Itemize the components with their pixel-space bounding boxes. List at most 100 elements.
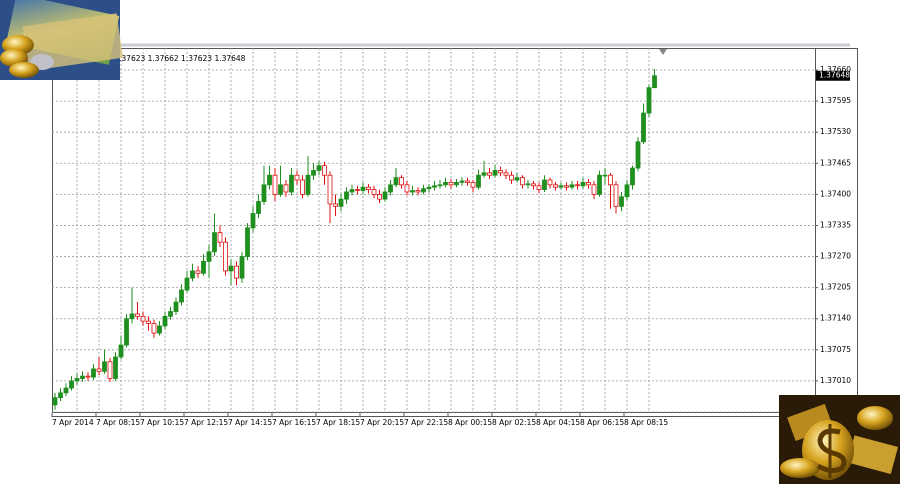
- candle-body: [190, 270, 195, 279]
- candle-body: [410, 190, 415, 193]
- plot-frame: [52, 48, 858, 413]
- candle-body: [322, 165, 327, 176]
- y-tick-label: 1.37530: [820, 127, 851, 136]
- candle-body: [360, 186, 366, 191]
- candle-body: [338, 198, 344, 207]
- candle-body: [652, 75, 657, 89]
- candle-body: [459, 180, 465, 183]
- candle-body: [619, 196, 624, 207]
- candle-body: [272, 174, 278, 195]
- current-price-label: 1.37648: [819, 71, 850, 80]
- candle-body: [635, 141, 641, 169]
- candle-body: [69, 380, 74, 389]
- candle-body: [415, 190, 421, 193]
- candle-body: [316, 165, 322, 171]
- candle-body: [228, 265, 234, 272]
- x-tick-label: 7 Apr 20:15: [360, 418, 404, 427]
- x-tick-label: 7 Apr 10:15: [140, 418, 184, 427]
- candle-body: [140, 315, 146, 322]
- candle-body: [399, 177, 404, 186]
- candle-body: [382, 191, 388, 200]
- candle-body: [597, 174, 602, 195]
- candle-body: [344, 191, 349, 200]
- candle-body: [531, 183, 536, 187]
- candle-body: [536, 185, 542, 190]
- x-tick-label: 8 Apr 08:15: [624, 418, 668, 427]
- candle-body: [470, 182, 476, 188]
- plot: 1.369451.370101.370751.371401.372051.372…: [51, 48, 851, 427]
- candle-body: [195, 270, 201, 274]
- candle-body: [239, 256, 245, 279]
- candle-body: [261, 184, 267, 202]
- candle-body: [388, 184, 393, 193]
- candle-body: [613, 184, 619, 207]
- y-tick-label: 1.37010: [820, 376, 851, 385]
- candle-body: [564, 185, 569, 188]
- candle-body: [333, 203, 338, 207]
- candle-body: [201, 260, 206, 274]
- candle-body: [624, 184, 630, 198]
- candle-body: [278, 184, 283, 195]
- candle-body: [311, 170, 316, 176]
- candle-body: [377, 193, 382, 200]
- y-tick-label: 1.37140: [820, 314, 851, 323]
- candle-body: [179, 289, 184, 303]
- candle-body: [602, 174, 608, 177]
- candle-body: [157, 325, 162, 334]
- candle-body: [487, 172, 492, 176]
- candle-body: [509, 174, 514, 181]
- candle-body: [465, 180, 470, 183]
- y-tick-label: 1.37075: [820, 345, 851, 354]
- candle-body: [305, 174, 311, 195]
- candle-body: [366, 186, 371, 190]
- x-tick-label: 7 Apr 12:15: [184, 418, 228, 427]
- logo-bottom-right: [779, 395, 900, 484]
- candle-body: [608, 174, 613, 186]
- candle-body: [591, 184, 597, 195]
- candle-body: [432, 185, 437, 188]
- candle-body: [553, 184, 558, 188]
- chart-title: EURUSD,M15 1.37623 1.37662 1.37623 1.376…: [62, 54, 246, 63]
- x-tick-label: 7 Apr 2014: [52, 418, 94, 427]
- candle-body: [437, 184, 443, 187]
- candle-body: [575, 184, 580, 187]
- current-price-box: [816, 70, 850, 81]
- candle-body: [135, 313, 140, 317]
- candle-body: [393, 177, 399, 186]
- x-tick-label: 7 Apr 22:15: [404, 418, 448, 427]
- candle-body: [294, 174, 300, 181]
- y-tick-label: 1.37660: [820, 65, 851, 74]
- candle-body: [96, 368, 102, 372]
- candle-body: [520, 177, 525, 186]
- candle-body: [542, 179, 547, 190]
- shift-marker: [659, 49, 667, 55]
- candle-body: [129, 313, 135, 320]
- candle-body: [586, 182, 591, 186]
- candle-body: [454, 182, 459, 186]
- y-tick-label: 1.37400: [820, 189, 851, 198]
- y-tick-label: 1.37335: [820, 220, 851, 229]
- candle-body: [547, 179, 553, 186]
- candle-body: [514, 177, 520, 181]
- candle-body: [355, 189, 360, 191]
- candle-body: [371, 189, 377, 195]
- candle-body: [476, 174, 481, 188]
- candle-body: [113, 356, 118, 379]
- candle-body: [162, 315, 168, 327]
- x-tick-label: 7 Apr 16:15: [272, 418, 316, 427]
- candle-body: [349, 189, 355, 193]
- candle-body: [481, 172, 487, 176]
- x-tick-label: 7 Apr 08:15: [96, 418, 140, 427]
- x-tick-label: 7 Apr 14:15: [228, 418, 272, 427]
- logo-top-left: [0, 0, 123, 80]
- y-tick-label: 1.37270: [820, 252, 851, 261]
- candle-body: [267, 174, 272, 186]
- candle-body: [646, 87, 652, 114]
- candle-body: [151, 323, 157, 334]
- candle-body: [173, 301, 179, 312]
- candle-body: [58, 392, 63, 399]
- candle-body: [184, 277, 190, 291]
- candle-body: [300, 179, 305, 195]
